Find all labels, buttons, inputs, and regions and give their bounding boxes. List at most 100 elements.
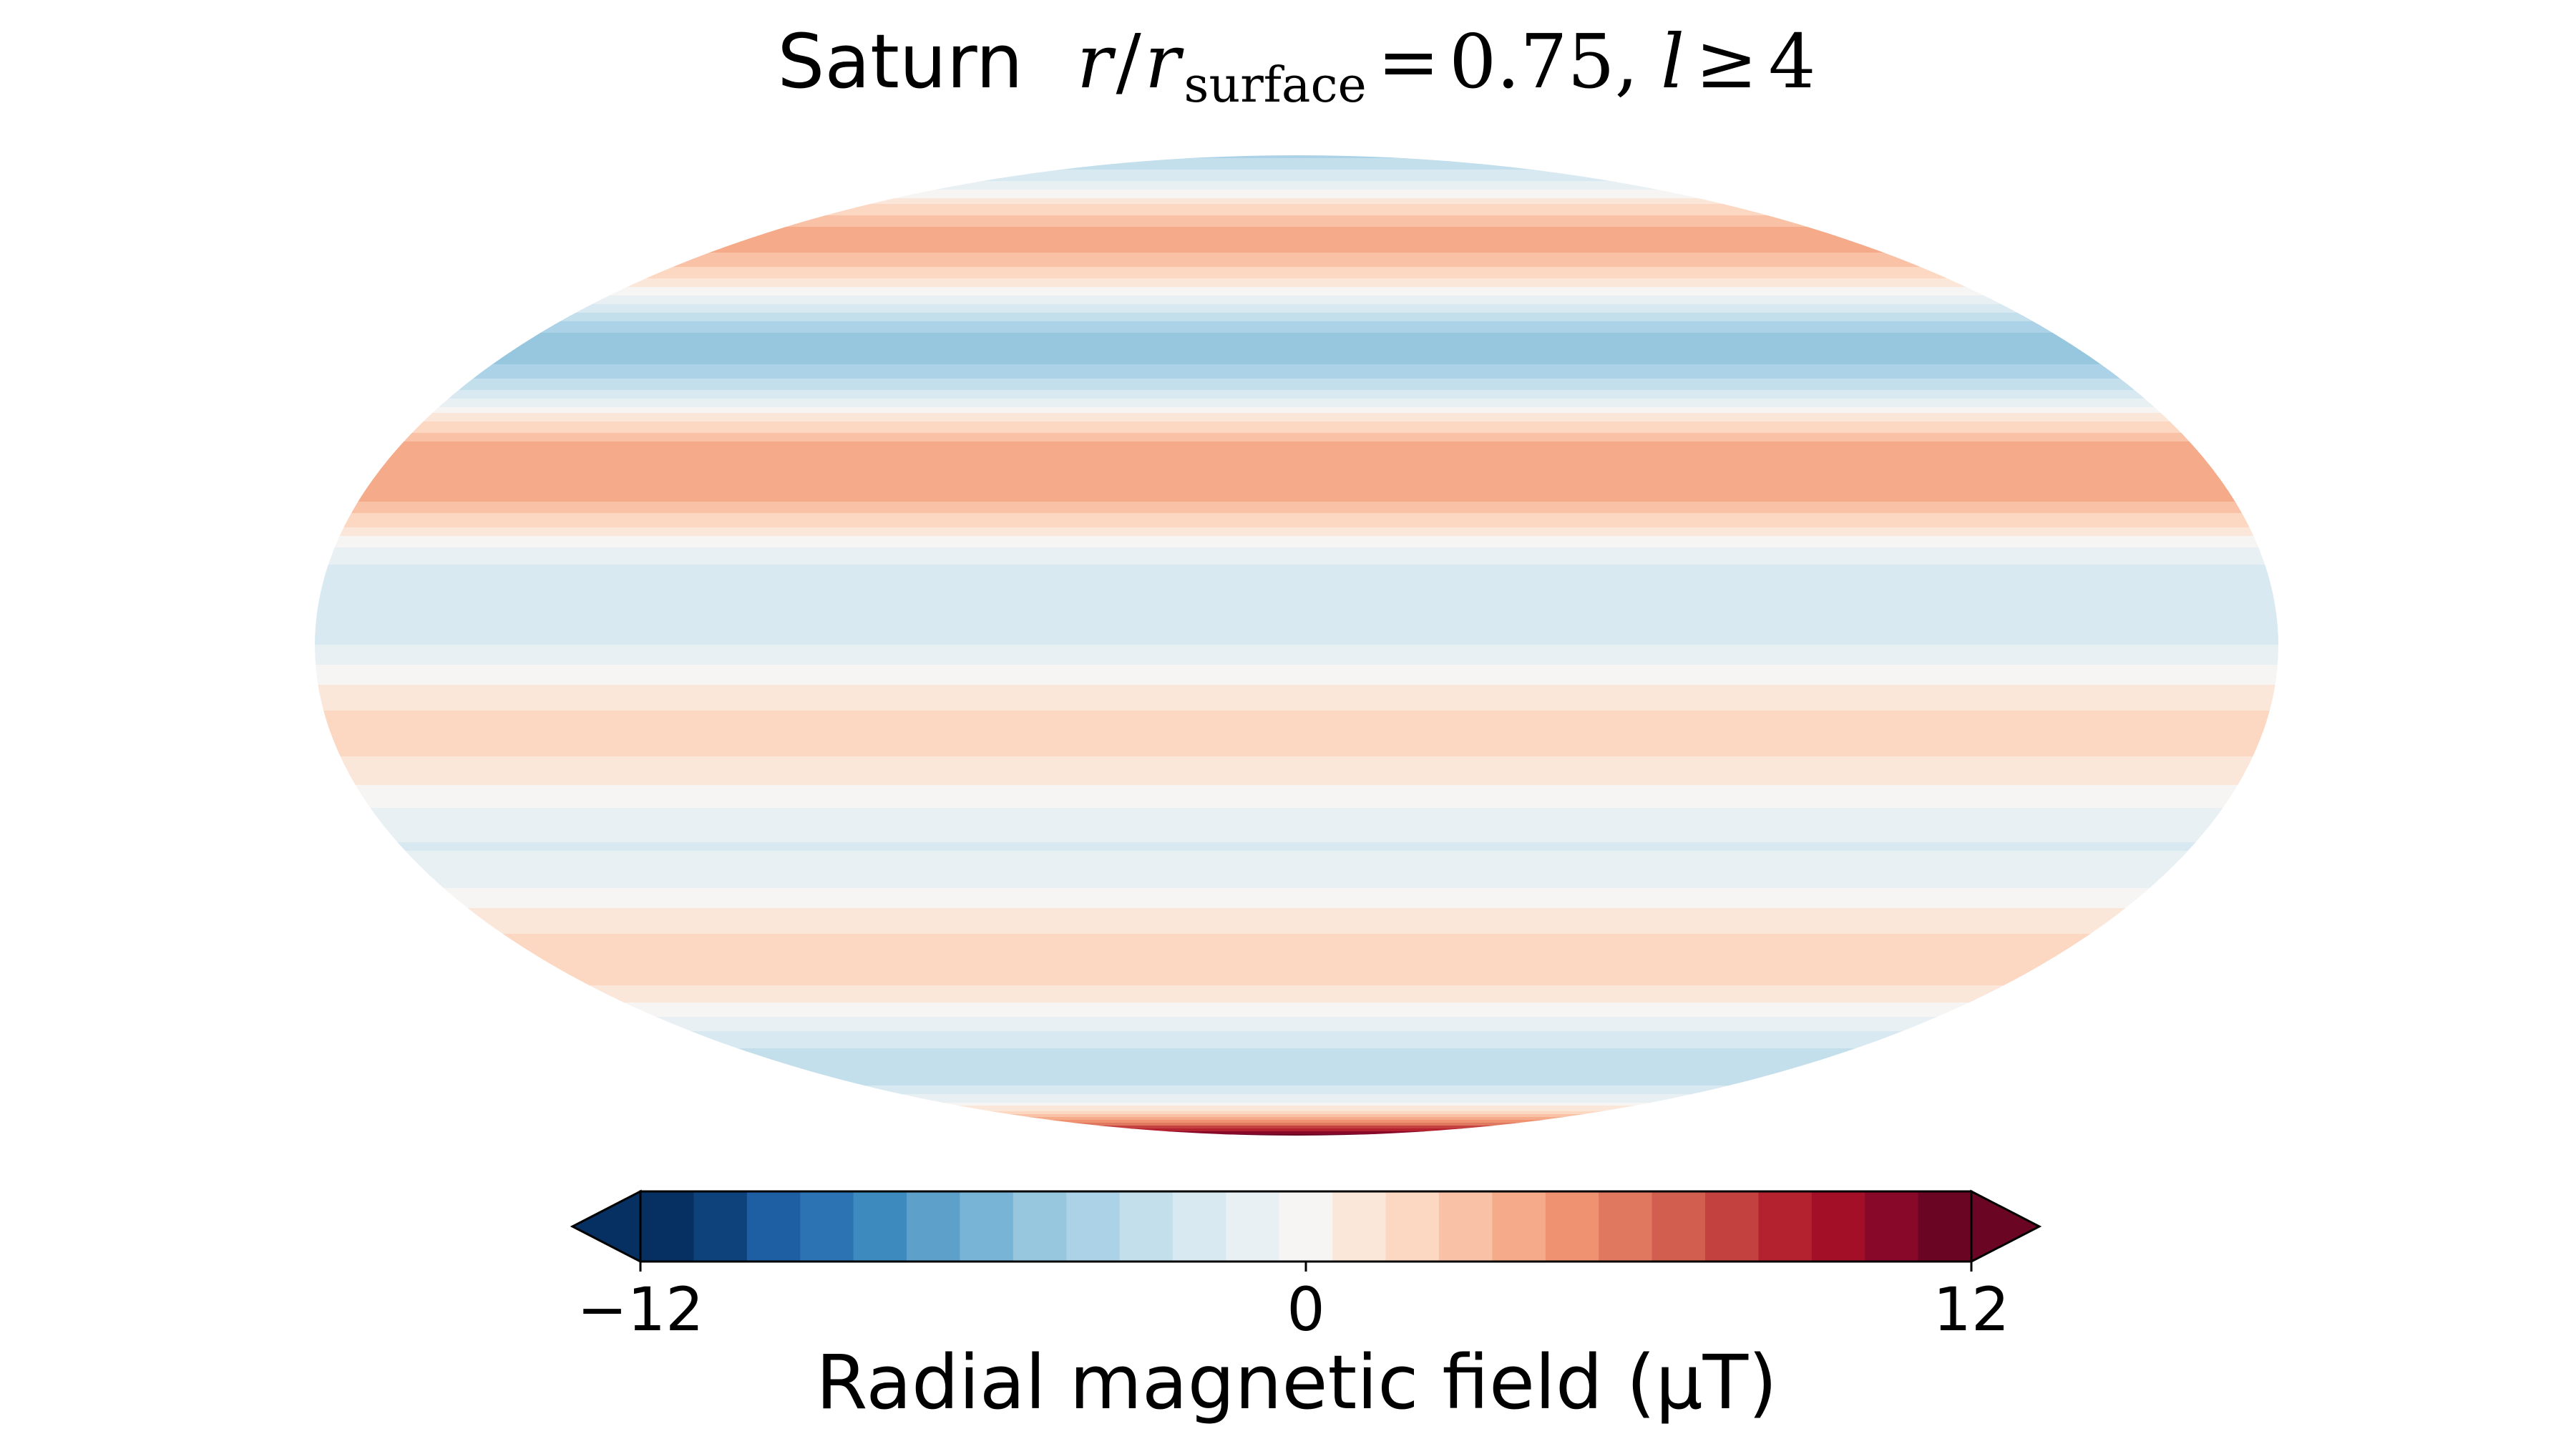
- map-band: [315, 507, 2278, 511]
- map-band: [315, 605, 2278, 608]
- map-band: [315, 625, 2278, 628]
- map-band: [315, 865, 2278, 869]
- map-band: [315, 218, 2278, 222]
- colorbar-cell: [960, 1191, 1014, 1262]
- map-band: [315, 1065, 2278, 1069]
- map-band: [315, 333, 2278, 336]
- map-band: [315, 948, 2278, 952]
- map-band: [315, 711, 2278, 714]
- map-band: [315, 799, 2278, 803]
- map-band: [315, 756, 2278, 760]
- map-band: [315, 802, 2278, 806]
- map-band: [315, 324, 2278, 328]
- map-band: [315, 565, 2278, 568]
- map-band: [315, 318, 2278, 322]
- map-band: [315, 748, 2278, 751]
- map-band: [315, 450, 2278, 454]
- map-band: [315, 353, 2278, 356]
- map-band: [315, 685, 2278, 688]
- map-band: [315, 172, 2278, 176]
- map-band: [315, 1028, 2278, 1032]
- map-band: [315, 184, 2278, 187]
- map-band: [315, 691, 2278, 694]
- map-band: [315, 1097, 2278, 1101]
- map-band: [315, 370, 2278, 374]
- map-band: [315, 668, 2278, 671]
- map-band: [315, 278, 2278, 282]
- map-band: [315, 1106, 2278, 1109]
- map-band: [315, 582, 2278, 585]
- map-band: [315, 682, 2278, 686]
- map-band: [315, 1083, 2278, 1086]
- map-band: [315, 962, 2278, 966]
- map-band: [315, 296, 2278, 299]
- title-ratio-value: 0.75,: [1449, 18, 1639, 105]
- map-band: [315, 570, 2278, 574]
- map-band: [315, 599, 2278, 602]
- map-band: [315, 1123, 2278, 1126]
- map-band: [315, 739, 2278, 743]
- map-band: [315, 888, 2278, 892]
- map-band: [315, 356, 2278, 359]
- colorbar-cell: [1173, 1191, 1227, 1262]
- map-band: [315, 1131, 2278, 1135]
- map-band: [315, 974, 2278, 977]
- map-band: [315, 204, 2278, 208]
- map-band: [315, 424, 2278, 428]
- map-band: [315, 1014, 2278, 1018]
- colorbar-tick-label: −12: [577, 1274, 703, 1345]
- map-band: [315, 1071, 2278, 1075]
- map-band: [315, 1068, 2278, 1072]
- map-band: [315, 502, 2278, 505]
- map-band: [315, 831, 2278, 834]
- map-band: [315, 364, 2278, 368]
- map-band: [315, 587, 2278, 591]
- map-band: [315, 553, 2278, 557]
- map-band: [315, 731, 2278, 734]
- map-band: [315, 988, 2278, 992]
- map-band: [315, 665, 2278, 668]
- map-band: [315, 447, 2278, 451]
- map-band: [315, 1043, 2278, 1046]
- map-band: [315, 330, 2278, 333]
- map-band: [315, 857, 2278, 860]
- map-band: [315, 195, 2278, 199]
- map-band: [315, 1000, 2278, 1003]
- map-band: [315, 559, 2278, 562]
- map-band: [315, 997, 2278, 1000]
- map-band: [315, 350, 2278, 353]
- map-band: [315, 596, 2278, 600]
- map-band: [315, 1048, 2278, 1052]
- map-band: [315, 1108, 2278, 1112]
- map-band: [315, 255, 2278, 259]
- map-band: [315, 673, 2278, 677]
- map-band: [315, 776, 2278, 780]
- map-band: [315, 379, 2278, 382]
- map-band: [315, 610, 2278, 614]
- map-band: [315, 410, 2278, 414]
- map-field-bands: [315, 155, 2278, 1136]
- map-band: [315, 899, 2278, 903]
- map-band: [315, 490, 2278, 494]
- map-band: [315, 1017, 2278, 1020]
- map-band: [315, 444, 2278, 448]
- map-band: [315, 859, 2278, 863]
- map-band: [315, 648, 2278, 651]
- map-band: [315, 261, 2278, 265]
- colorbar-cell: [746, 1191, 801, 1262]
- map-band: [315, 321, 2278, 325]
- colorbar-cell: [1705, 1191, 1760, 1262]
- colorbar-cell: [640, 1191, 695, 1262]
- map-band: [315, 897, 2278, 900]
- map-band: [315, 376, 2278, 379]
- title-subscript: surface: [1184, 57, 1367, 114]
- map-band: [315, 839, 2278, 843]
- map-band: [315, 1011, 2278, 1015]
- map-band: [315, 945, 2278, 949]
- map-band: [315, 753, 2278, 757]
- map-band: [315, 1002, 2278, 1006]
- map-band: [315, 198, 2278, 202]
- map-band: [315, 670, 2278, 674]
- map-band: [315, 630, 2278, 634]
- map-band: [315, 430, 2278, 434]
